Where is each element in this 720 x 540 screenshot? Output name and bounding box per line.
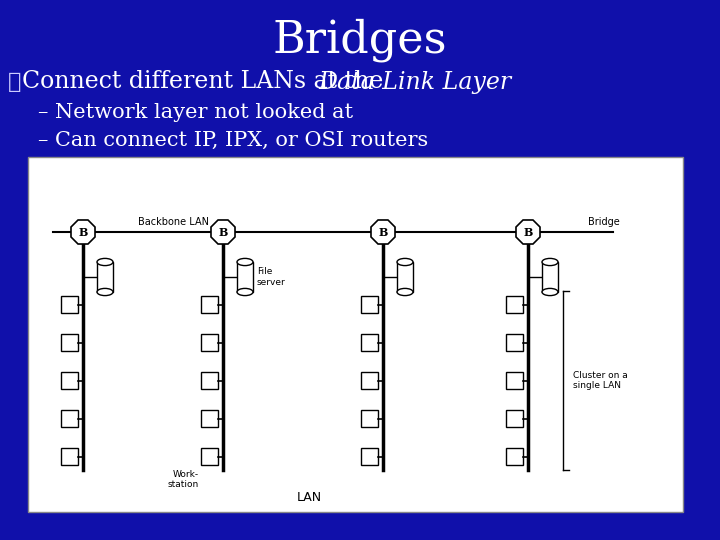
Bar — [506, 448, 523, 465]
Bar — [506, 296, 523, 313]
Bar — [61, 334, 78, 351]
Text: Cluster on a
single LAN: Cluster on a single LAN — [573, 371, 628, 390]
Ellipse shape — [397, 259, 413, 266]
Bar — [201, 296, 218, 313]
Text: Connect different LANs at the: Connect different LANs at the — [22, 71, 391, 93]
Text: Work-
station: Work- station — [168, 470, 199, 489]
Text: – Can connect IP, IPX, or OSI routers: – Can connect IP, IPX, or OSI routers — [38, 131, 428, 150]
Text: Backbone LAN: Backbone LAN — [138, 217, 209, 227]
Bar — [201, 372, 218, 389]
Bar — [61, 296, 78, 313]
Polygon shape — [71, 220, 95, 244]
Text: B: B — [378, 226, 387, 238]
Ellipse shape — [397, 288, 413, 295]
Bar — [361, 296, 378, 313]
Bar — [97, 262, 113, 292]
Text: – Network layer not looked at: – Network layer not looked at — [38, 104, 353, 123]
Text: B: B — [78, 226, 88, 238]
Ellipse shape — [97, 259, 113, 266]
Text: B: B — [218, 226, 228, 238]
Bar — [61, 410, 78, 427]
Bar — [361, 334, 378, 351]
Ellipse shape — [542, 259, 558, 266]
Text: LAN: LAN — [297, 491, 323, 504]
Text: Bridge: Bridge — [588, 217, 620, 227]
Bar — [506, 334, 523, 351]
Polygon shape — [516, 220, 540, 244]
Bar — [506, 410, 523, 427]
Text: File
server: File server — [257, 267, 286, 287]
Bar — [201, 448, 218, 465]
Bar — [397, 262, 413, 292]
Bar — [237, 262, 253, 292]
Polygon shape — [371, 220, 395, 244]
Bar — [506, 372, 523, 389]
Text: Data Link Layer: Data Link Layer — [318, 71, 511, 93]
Text: Bridges: Bridges — [273, 18, 447, 62]
Bar — [201, 334, 218, 351]
Bar — [542, 262, 558, 292]
Ellipse shape — [542, 288, 558, 295]
Ellipse shape — [237, 259, 253, 266]
Bar — [361, 448, 378, 465]
Bar — [61, 372, 78, 389]
Bar — [361, 372, 378, 389]
Bar — [201, 410, 218, 427]
Bar — [28, 157, 683, 512]
Text: B: B — [523, 226, 533, 238]
Text: ✏: ✏ — [8, 71, 22, 93]
Ellipse shape — [237, 288, 253, 295]
Ellipse shape — [97, 288, 113, 295]
Polygon shape — [211, 220, 235, 244]
Bar — [61, 448, 78, 465]
Bar — [361, 410, 378, 427]
